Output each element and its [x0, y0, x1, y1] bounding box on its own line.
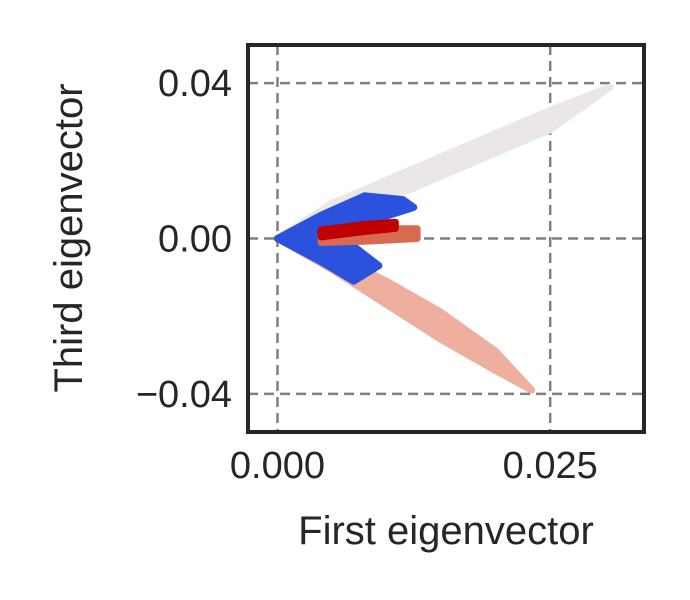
- plot-frame: [246, 43, 646, 434]
- series-band: [317, 218, 399, 241]
- y-tick-label: 0.00: [158, 219, 232, 261]
- axis-ticks: 0.000 0.025 −0.04 0.00 0.04: [136, 63, 598, 487]
- y-tick-label: 0.04: [158, 63, 232, 105]
- data-series: [274, 83, 614, 394]
- x-axis-title: First eigenvector: [298, 509, 594, 553]
- x-tick-label: 0.000: [230, 445, 325, 487]
- x-tick-label: 0.025: [503, 445, 598, 487]
- y-axis-title: Third eigenvector: [47, 83, 91, 392]
- y-tick-label: −0.04: [136, 374, 232, 416]
